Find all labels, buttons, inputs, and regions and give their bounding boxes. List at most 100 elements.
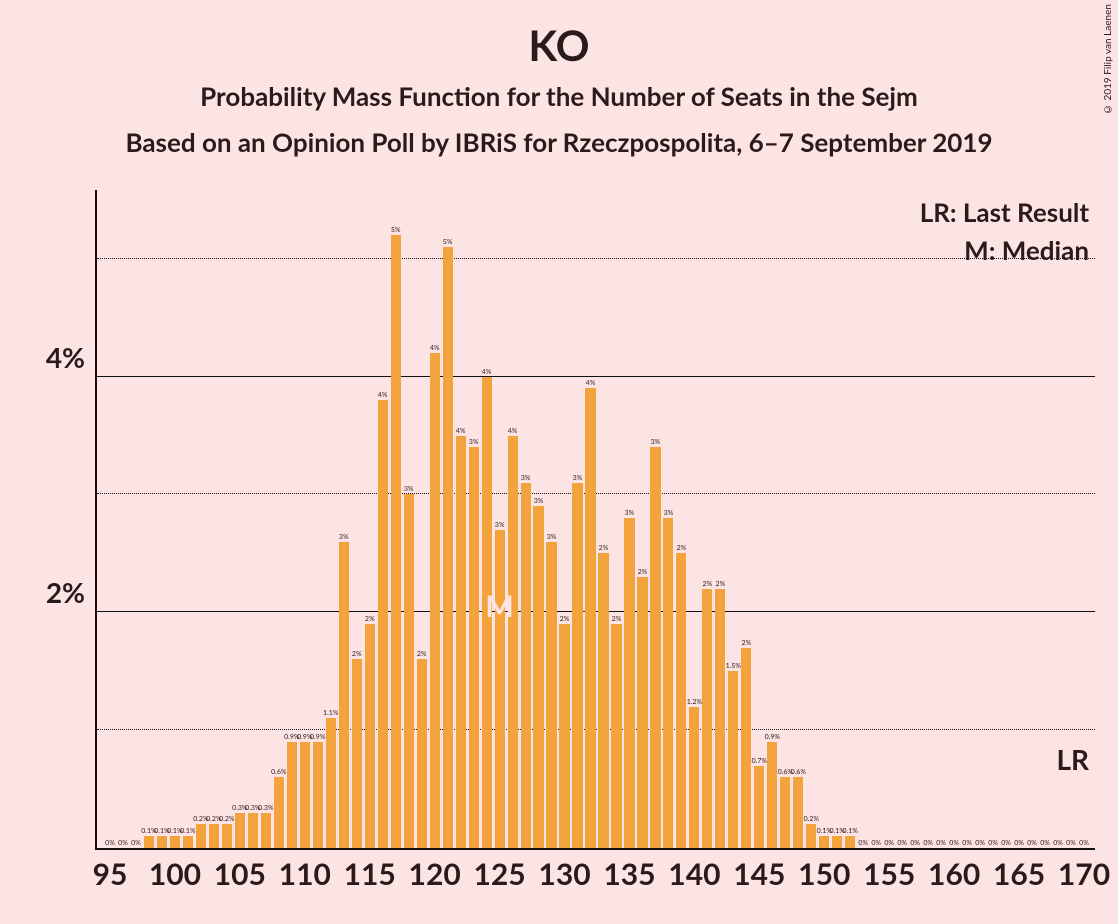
bar-label: 0% <box>923 839 933 847</box>
x-axis-label: 155 <box>863 856 915 892</box>
bar: 1.1% <box>326 718 336 848</box>
plot-area: 2%4% 0%0%0%0.1%0.1%0.1%0.1%0.2%0.2%0.2%0… <box>95 190 1095 850</box>
bar: 2% <box>676 553 686 848</box>
x-axis-label: 165 <box>993 856 1045 892</box>
bar: 2% <box>702 589 712 848</box>
bar-label: 3% <box>534 497 544 505</box>
bar: 3% <box>533 506 543 848</box>
bar-label: 0% <box>1053 839 1063 847</box>
bar-label: 2% <box>352 650 362 658</box>
bar-label: 3% <box>547 533 557 541</box>
x-axis-label: 120 <box>409 856 461 892</box>
x-axis-label: 130 <box>538 856 590 892</box>
bar: 2% <box>365 624 375 848</box>
bar-label: 1.2% <box>687 698 702 706</box>
bar-label: 0.1% <box>180 827 195 835</box>
main-title: KO <box>0 20 1118 70</box>
bar: 0.2% <box>222 824 232 848</box>
bar-label: 0% <box>936 839 946 847</box>
bar: 3% <box>495 530 505 848</box>
x-axis-label: 105 <box>214 856 266 892</box>
x-axis-label: 160 <box>928 856 980 892</box>
bar: 0.2% <box>209 824 219 848</box>
x-axis-labels: 9510010511011512012513013514014515015516… <box>97 848 1095 898</box>
copyright-text: © 2019 Filip van Laenen <box>1102 4 1114 115</box>
bar: 0.1% <box>832 836 842 848</box>
bar: 2% <box>741 648 751 848</box>
bar-label: 2% <box>677 544 687 552</box>
bar: 5% <box>443 247 453 848</box>
bar: 3% <box>404 494 414 848</box>
subtitle-1: Probability Mass Function for the Number… <box>0 80 1118 112</box>
bar-label: 0% <box>1066 839 1076 847</box>
bar: 0.1% <box>157 836 167 848</box>
bar: 5% <box>391 235 401 848</box>
bar-label: 2% <box>638 568 648 576</box>
bar: 4% <box>378 400 388 848</box>
bar-label: 4% <box>378 391 388 399</box>
bar: 0.6% <box>793 777 803 848</box>
bar-label: 0% <box>988 839 998 847</box>
bar: 0.9% <box>767 742 777 848</box>
x-axis-label: 125 <box>473 856 525 892</box>
bar: 2% <box>715 589 725 848</box>
bar: 3% <box>650 447 660 848</box>
bar: 2% <box>417 659 427 848</box>
bar: 0.3% <box>235 813 245 848</box>
x-axis-label: 135 <box>603 856 655 892</box>
bar-label: 0.9% <box>765 733 780 741</box>
bar-label: 0% <box>897 839 907 847</box>
bar-label: 2% <box>365 615 375 623</box>
bar: 2% <box>352 659 362 848</box>
bar-label: 0% <box>871 839 881 847</box>
bar: 3% <box>339 542 349 848</box>
bar-label: 4% <box>456 427 466 435</box>
bar: 3% <box>521 483 531 848</box>
bar-label: 0% <box>105 839 115 847</box>
bar-label: 2% <box>599 544 609 552</box>
y-axis-label: 4% <box>46 340 85 374</box>
bar-label: 0% <box>1001 839 1011 847</box>
bar: 0.1% <box>845 836 855 848</box>
bar-label: 3% <box>664 509 674 517</box>
legend-m: M: Median <box>964 234 1089 266</box>
bar: 0.9% <box>300 742 310 848</box>
x-axis-label: 100 <box>149 856 201 892</box>
bar: 0.1% <box>170 836 180 848</box>
bar-label: 0.3% <box>258 804 273 812</box>
bar-label: 4% <box>430 344 440 352</box>
bar-label: 0% <box>910 839 920 847</box>
bar: 0.1% <box>183 836 193 848</box>
bar: 2% <box>598 553 608 848</box>
bar: 4% <box>430 353 440 848</box>
bar: 3% <box>546 542 556 848</box>
bar: 3% <box>469 447 479 848</box>
bar-label: 0.2% <box>219 815 234 823</box>
bar: 4% <box>456 436 466 849</box>
bar-label: 0% <box>962 839 972 847</box>
bar: 4% <box>585 388 595 848</box>
bar-label: 0.6% <box>791 768 806 776</box>
bar-label: 3% <box>573 474 583 482</box>
bar-label: 3% <box>651 438 661 446</box>
bar-label: 2% <box>742 639 752 647</box>
bar-label: 0% <box>884 839 894 847</box>
bar-label: 3% <box>521 474 531 482</box>
bar-label: 4% <box>508 427 518 435</box>
bar-label: 0% <box>949 839 959 847</box>
x-axis-label: 145 <box>733 856 785 892</box>
x-axis-label: 115 <box>344 856 396 892</box>
bar-label: 2% <box>716 580 726 588</box>
bar: 4% <box>482 377 492 848</box>
bar: 1.5% <box>728 671 738 848</box>
bar: 0.3% <box>261 813 271 848</box>
bar: 2% <box>559 624 569 848</box>
x-axis-label: 150 <box>798 856 850 892</box>
bar-label: 0% <box>118 839 128 847</box>
bar-label: 4% <box>482 368 492 376</box>
bar-label: 2% <box>612 615 622 623</box>
bar-label: 2% <box>560 615 570 623</box>
bar-label: 0.9% <box>310 733 325 741</box>
bar: 3% <box>663 518 673 848</box>
bar-label: 5% <box>391 226 401 234</box>
